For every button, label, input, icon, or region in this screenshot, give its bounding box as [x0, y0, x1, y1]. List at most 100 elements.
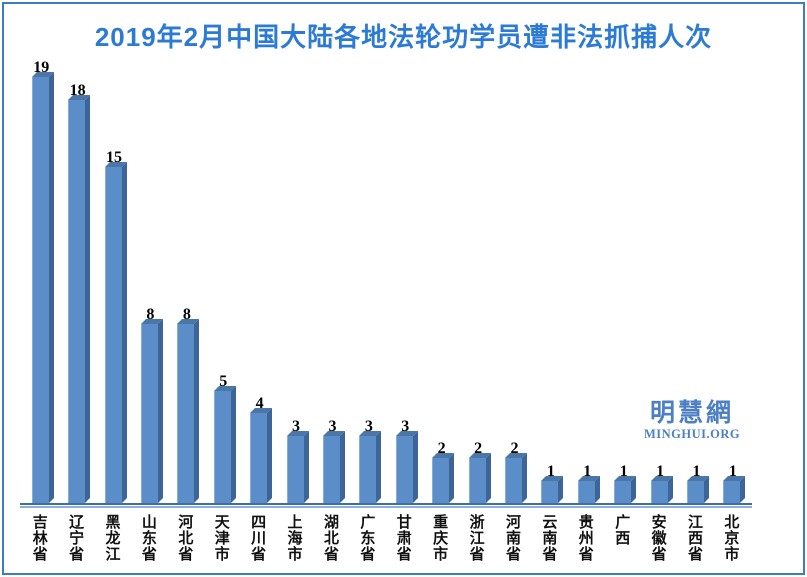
bar-slot-7: 4 [238, 396, 274, 503]
bar-1 [31, 77, 49, 503]
category-labels-row: 吉林省 辽宁省 黑龙江 山东省 河北省 天津市 四川省 上海市 湖北省 广东省 甘肃省 重庆市 浙江省 河… [20, 514, 748, 562]
bar-value-label: 1 [656, 463, 665, 480]
category-label: 河南省 [503, 514, 520, 562]
category-label: 浙江省 [467, 514, 484, 562]
bar-slot-6: 5 [202, 374, 238, 503]
category-cell-13: 浙江省 [457, 514, 493, 562]
bar-11 [395, 436, 413, 503]
bar-10 [359, 436, 377, 503]
bar-slot-4: 8 [129, 307, 165, 503]
bar-slot-12: 2 [420, 441, 456, 503]
category-label: 吉林省 [30, 514, 47, 562]
bar-8 [286, 436, 304, 503]
bar-value-label: 3 [328, 418, 337, 435]
category-label: 云南省 [540, 514, 557, 562]
bar-slot-20: 1 [712, 464, 748, 503]
bar-14 [504, 458, 522, 503]
category-cell-16: 贵州省 [566, 514, 602, 562]
bars-container: 19 18 15 8 8 5 4 3 3 3 3 2 2 2 1 1 1 1 1 1 [20, 0, 748, 503]
category-cell-17: 广西 [603, 514, 639, 562]
category-cell-20: 北京市 [712, 514, 748, 562]
bar-value-label: 2 [510, 440, 519, 457]
bar-20 [723, 481, 741, 503]
category-label: 四川省 [249, 514, 266, 562]
category-label: 甘肃省 [394, 514, 411, 562]
bar-value-label: 3 [292, 418, 301, 435]
bar-slot-18: 1 [639, 464, 675, 503]
bar-value-label: 3 [401, 418, 410, 435]
category-cell-15: 云南省 [530, 514, 566, 562]
minghui-watermark: 明慧網 MINGHUI.ORG [643, 400, 741, 441]
bar-slot-8: 3 [275, 419, 311, 503]
bar-slot-17: 1 [603, 464, 639, 503]
category-cell-1: 吉林省 [20, 514, 56, 562]
bar-slot-13: 2 [457, 441, 493, 503]
bar-slot-19: 1 [675, 464, 711, 503]
bar-17 [614, 481, 632, 503]
x-axis-line-light [20, 506, 752, 508]
bar-value-label: 2 [437, 440, 446, 457]
minghui-org-text: MINGHUI.ORG [643, 427, 741, 441]
x-axis-line-dark [20, 503, 752, 505]
bar-13 [468, 458, 486, 503]
category-cell-7: 四川省 [238, 514, 274, 562]
bar-slot-11: 3 [384, 419, 420, 503]
bar-6 [213, 391, 231, 503]
category-label: 上海市 [285, 514, 302, 562]
category-label: 贵州省 [576, 514, 593, 562]
category-cell-3: 黑龙江 [93, 514, 129, 562]
category-cell-12: 重庆市 [420, 514, 456, 562]
category-label: 辽宁省 [67, 514, 84, 562]
category-label: 天津市 [212, 514, 229, 562]
bar-3 [104, 167, 122, 503]
bar-value-label: 8 [182, 306, 191, 323]
bar-value-label: 1 [619, 463, 628, 480]
bar-slot-3: 15 [93, 150, 129, 503]
category-label: 湖北省 [321, 514, 338, 562]
bar-value-label: 1 [583, 463, 592, 480]
bar-16 [577, 481, 595, 503]
category-label: 安徽省 [649, 514, 666, 562]
category-cell-11: 甘肃省 [384, 514, 420, 562]
bar-value-label: 3 [364, 418, 373, 435]
category-label: 广东省 [358, 514, 375, 562]
bar-value-label: 8 [146, 306, 155, 323]
bar-12 [432, 458, 450, 503]
bar-slot-5: 8 [166, 307, 202, 503]
bar-slot-2: 18 [56, 83, 92, 503]
x-axis-line [20, 503, 752, 508]
category-cell-9: 湖北省 [311, 514, 347, 562]
minghui-logo-text: 明慧網 [649, 400, 734, 427]
category-cell-5: 河北省 [166, 514, 202, 562]
category-cell-6: 天津市 [202, 514, 238, 562]
category-cell-2: 辽宁省 [56, 514, 92, 562]
bar-slot-10: 3 [348, 419, 384, 503]
category-cell-4: 山东省 [129, 514, 165, 562]
bar-value-label: 1 [692, 463, 701, 480]
category-label: 河北省 [176, 514, 193, 562]
chart-title: 2019年2月中国大陆各地法轮功学员遭非法抓捕人次 [94, 22, 713, 52]
category-cell-19: 江西省 [675, 514, 711, 562]
category-label: 北京市 [722, 514, 739, 562]
bar-value-label: 1 [728, 463, 737, 480]
bar-value-label: 1 [546, 463, 555, 480]
bar-slot-14: 2 [493, 441, 529, 503]
bar-18 [650, 481, 668, 503]
category-label: 江西省 [686, 514, 703, 562]
bar-9 [322, 436, 340, 503]
category-label: 黑龙江 [103, 514, 120, 562]
bar-19 [687, 481, 705, 503]
bar-slot-16: 1 [566, 464, 602, 503]
bar-slot-15: 1 [530, 464, 566, 503]
bar-7 [250, 413, 268, 503]
bar-slot-9: 3 [311, 419, 347, 503]
category-cell-10: 广东省 [348, 514, 384, 562]
bar-2 [68, 100, 86, 503]
category-label: 重庆市 [431, 514, 448, 562]
bar-slot-1: 19 [20, 60, 56, 503]
bar-15 [541, 481, 559, 503]
bar-value-label: 2 [474, 440, 483, 457]
category-label: 广西 [613, 514, 630, 546]
bar-5 [177, 324, 195, 503]
